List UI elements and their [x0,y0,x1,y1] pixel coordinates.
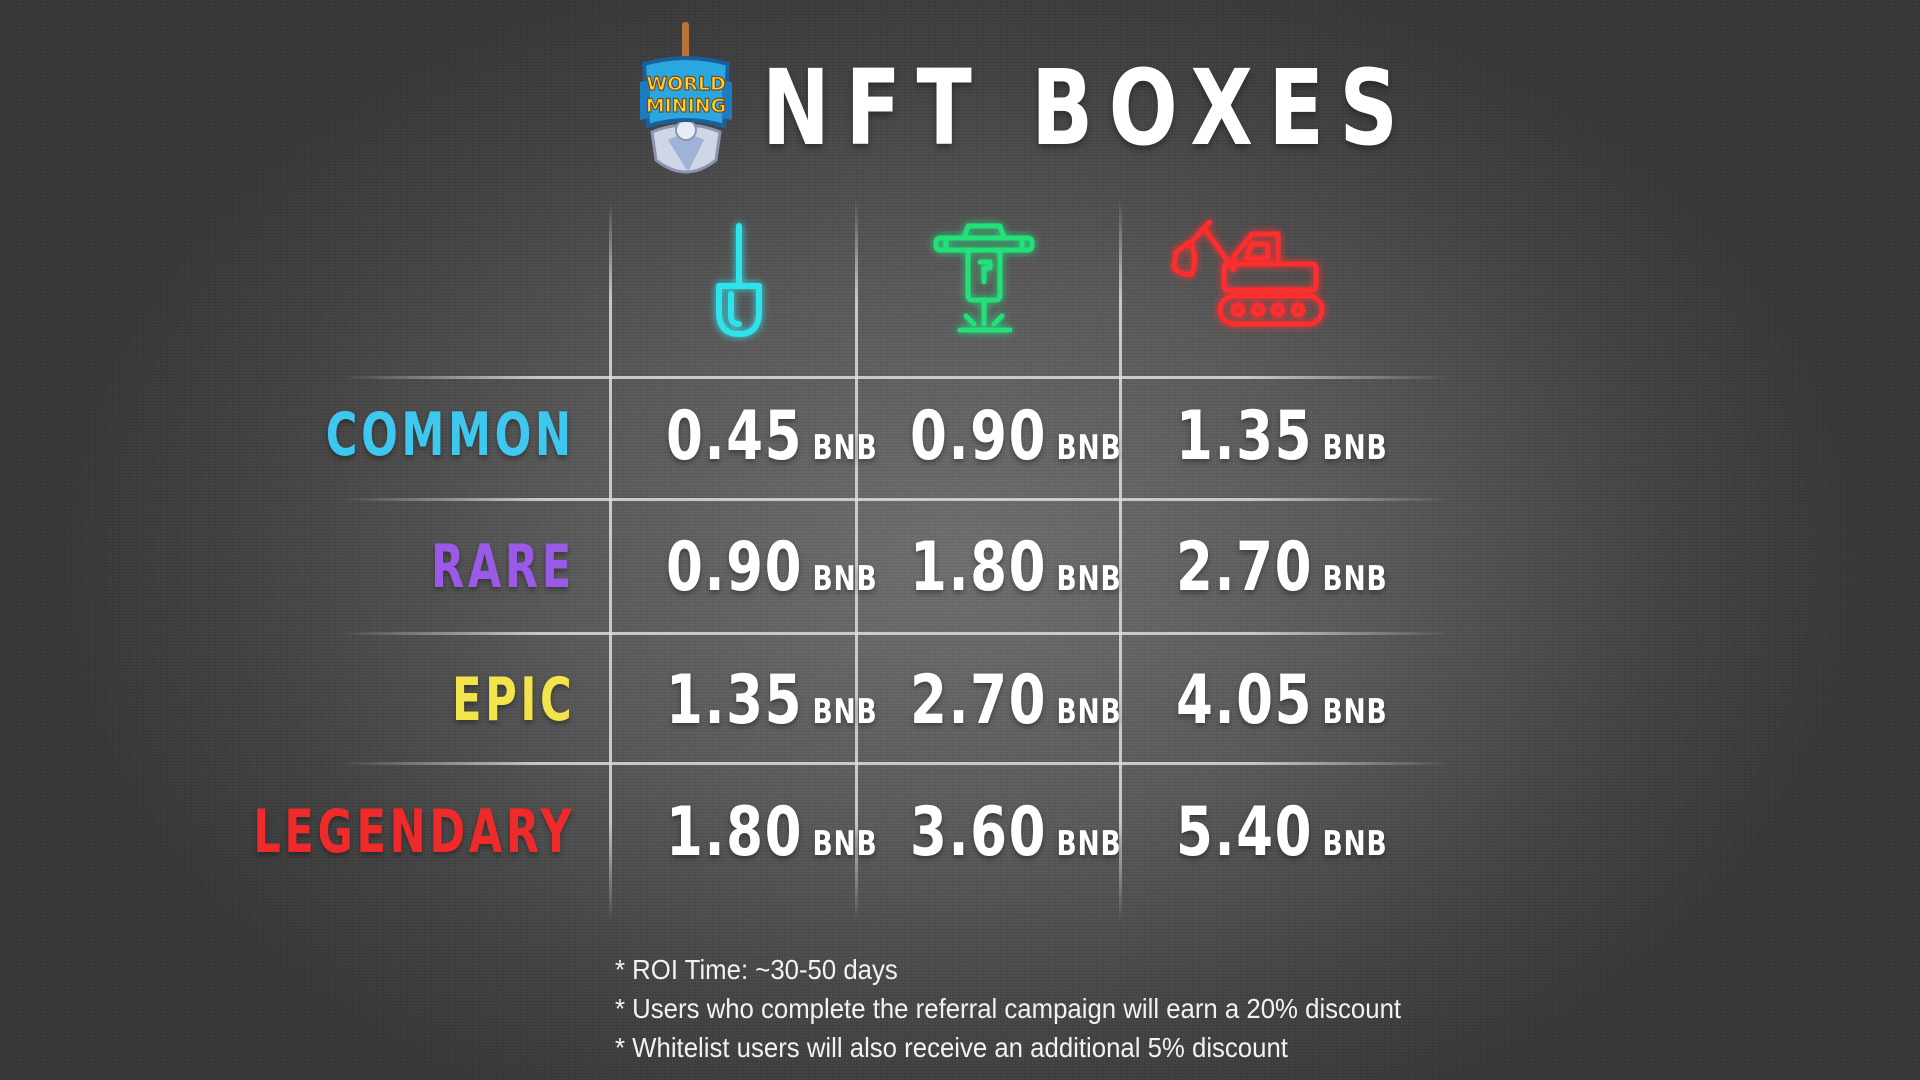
price-unit: BNB [1322,559,1388,599]
price-cell: 1.35 BNB [1176,392,1387,482]
price-unit: BNB [1056,559,1122,599]
price-unit: BNB [812,692,878,732]
price-cell: 0.90 BNB [910,392,1121,482]
price-cell: 2.70 BNB [1176,523,1387,613]
price-cell: 5.40 BNB [1176,788,1387,878]
row-divider [340,376,1450,379]
tier-label-rare: RARE [431,532,575,602]
price-unit: BNB [1322,428,1388,468]
footnotes: * ROI Time: ~30-50 days * Users who comp… [615,950,1469,1067]
jackhammer-icon [900,212,1070,342]
price-cell: 4.05 BNB [1176,656,1387,746]
world-mining-logo-icon: WORLD MINING [638,22,734,182]
price-value: 1.80 [910,528,1048,607]
column-divider [609,200,612,920]
tier-label-common: COMMON [326,400,575,470]
price-value: 1.35 [1176,397,1314,476]
price-cell: 0.90 BNB [666,523,877,613]
price-value: 0.90 [910,397,1048,476]
price-cell: 2.70 BNB [910,656,1121,746]
price-value: 4.05 [1176,661,1314,740]
tier-label-epic: EPIC [451,665,575,735]
footnote-roi: * ROI Time: ~30-50 days [615,954,898,985]
row-divider [340,632,1450,635]
excavator-icon [1168,212,1338,342]
shovel-icon [653,212,823,342]
page-title: NFT BOXES [762,47,1414,169]
price-value: 2.70 [1176,528,1314,607]
row-divider [340,762,1450,765]
price-value: 1.35 [666,661,804,740]
footnote-referral-discount: * Users who complete the referral campai… [615,993,1402,1024]
price-value: 2.70 [910,661,1048,740]
price-value: 5.40 [1176,793,1314,872]
price-cell: 0.45 BNB [666,392,877,482]
price-cell: 1.35 BNB [666,656,877,746]
price-unit: BNB [1056,428,1122,468]
price-cell: 1.80 BNB [910,523,1121,613]
price-unit: BNB [1056,824,1122,864]
price-unit: BNB [812,559,878,599]
logo-text-line1: WORLD [646,73,726,95]
price-cell: 1.80 BNB [666,788,877,878]
price-unit: BNB [1322,824,1388,864]
row-divider [340,498,1450,501]
price-unit: BNB [1056,692,1122,732]
price-cell: 3.60 BNB [910,788,1121,878]
tier-label-legendary: LEGENDARY [252,797,575,867]
footnote-whitelist-discount: * Whitelist users will also receive an a… [615,1032,1288,1063]
price-unit: BNB [812,428,878,468]
price-value: 3.60 [910,793,1048,872]
price-unit: BNB [812,824,878,864]
price-unit: BNB [1322,692,1388,732]
price-value: 1.80 [666,793,804,872]
price-value: 0.90 [666,528,804,607]
price-value: 0.45 [666,397,804,476]
logo-text-line2: MINING [646,95,726,117]
